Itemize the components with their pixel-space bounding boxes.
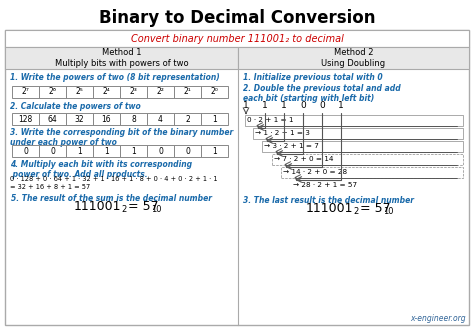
Bar [120,86,147,98]
Bar [120,113,147,125]
Text: = 32 + 16 + 8 + 1 = 57: = 32 + 16 + 8 + 1 = 57 [10,184,90,190]
Text: 1: 1 [243,102,249,111]
Text: → 14 · 2 + 0 = 28: → 14 · 2 + 0 = 28 [283,169,347,175]
Bar [12,145,39,157]
Text: 2. Double the previous total and add
each bit (starting with left bit): 2. Double the previous total and add eac… [243,84,401,104]
Text: 8: 8 [131,115,136,124]
Text: 0: 0 [50,146,55,155]
Text: 1: 1 [212,146,217,155]
Bar [12,86,39,98]
Text: 2⁵: 2⁵ [75,87,83,96]
Text: 2⁰: 2⁰ [210,87,219,96]
Text: 1. Write the powers of two (8 bit representation): 1. Write the powers of two (8 bit repres… [10,73,220,82]
Text: 10: 10 [152,205,162,214]
Bar [201,113,228,125]
Text: 16: 16 [102,115,111,124]
Bar [39,145,66,157]
Text: 2⁷: 2⁷ [22,87,29,96]
Text: 2¹: 2¹ [183,87,191,96]
Bar [147,113,174,125]
Text: 111001: 111001 [306,202,354,215]
Bar [93,86,120,98]
Bar [120,145,147,157]
Text: = 57: = 57 [125,201,159,213]
Text: 0 · 2 + 1 = 1: 0 · 2 + 1 = 1 [247,117,293,123]
Bar [12,113,39,125]
Bar [39,86,66,98]
Text: 1: 1 [212,115,217,124]
Text: 0 · 128 + 0 · 64 + 1 · 32 + 1 · 16 + 1 · 8 + 0 · 4 + 0 · 2 + 1 · 1: 0 · 128 + 0 · 64 + 1 · 32 + 1 · 16 + 1 ·… [10,176,218,182]
Bar [238,47,469,69]
Bar [201,145,228,157]
Bar [245,115,463,126]
Text: 1: 1 [338,102,344,111]
Text: → 7 · 2 + 0 = 14: → 7 · 2 + 0 = 14 [274,156,334,162]
Text: 1: 1 [104,146,109,155]
Text: Method 1
Multiply bits with powers of two: Method 1 Multiply bits with powers of tw… [55,48,188,68]
Text: 2: 2 [121,205,127,214]
Text: 0: 0 [23,146,28,155]
Bar [39,113,66,125]
Text: 1: 1 [281,102,287,111]
Text: 2: 2 [354,207,359,216]
Text: 0: 0 [185,146,190,155]
Text: 64: 64 [47,115,57,124]
Bar [147,86,174,98]
Text: Method 2
Using Doubling: Method 2 Using Doubling [321,48,385,68]
Bar [66,113,93,125]
Bar [201,86,228,98]
Text: Convert binary number 111001₂ to decimal: Convert binary number 111001₂ to decimal [130,34,344,44]
Text: 4: 4 [158,115,163,124]
Text: = 57: = 57 [356,202,391,215]
Text: 1: 1 [131,146,136,155]
Bar [253,128,463,138]
Bar [66,86,93,98]
Text: 10: 10 [383,207,394,216]
Text: 0: 0 [319,102,325,111]
Bar [272,153,463,164]
Text: 3. Write the corresponding bit of the binary number
under each power of two: 3. Write the corresponding bit of the bi… [10,128,233,147]
Text: 0: 0 [300,102,306,111]
Bar [66,145,93,157]
Text: 111001: 111001 [74,201,121,213]
Bar [174,113,201,125]
Text: x-engineer.org: x-engineer.org [410,314,466,323]
Bar [93,145,120,157]
Text: 1: 1 [262,102,268,111]
Bar [281,166,463,178]
Text: 2²: 2² [156,87,164,96]
Text: Binary to Decimal Conversion: Binary to Decimal Conversion [99,9,375,27]
Text: → 3 · 2 + 1 = 7: → 3 · 2 + 1 = 7 [264,143,319,149]
Bar [174,145,201,157]
Text: 4. Multiply each bit with its corresponding
 power of two. Add all products.: 4. Multiply each bit with its correspond… [10,160,192,180]
Bar [147,145,174,157]
Text: 2: 2 [185,115,190,124]
Text: → 28 · 2 + 1 = 57: → 28 · 2 + 1 = 57 [293,182,357,188]
Text: 2⁶: 2⁶ [48,87,56,96]
Text: 0: 0 [158,146,163,155]
Text: → 1 · 2 + 1 = 3: → 1 · 2 + 1 = 3 [255,130,310,136]
Text: 128: 128 [18,115,33,124]
Text: 2⁴: 2⁴ [103,87,110,96]
Bar [93,113,120,125]
Text: 5. The result of the sum is the decimal number: 5. The result of the sum is the decimal … [11,194,212,203]
Bar [5,47,238,69]
Text: 1: 1 [77,146,82,155]
Bar [262,140,463,151]
Bar [5,30,469,325]
Bar [174,86,201,98]
Text: 2³: 2³ [129,87,137,96]
Text: 32: 32 [75,115,84,124]
Text: 1. Initialize previous total with 0: 1. Initialize previous total with 0 [243,73,383,82]
Bar [5,30,469,47]
Text: 2. Calculate the powers of two: 2. Calculate the powers of two [10,102,141,111]
Text: 3. The last result is the decimal number: 3. The last result is the decimal number [243,196,414,205]
